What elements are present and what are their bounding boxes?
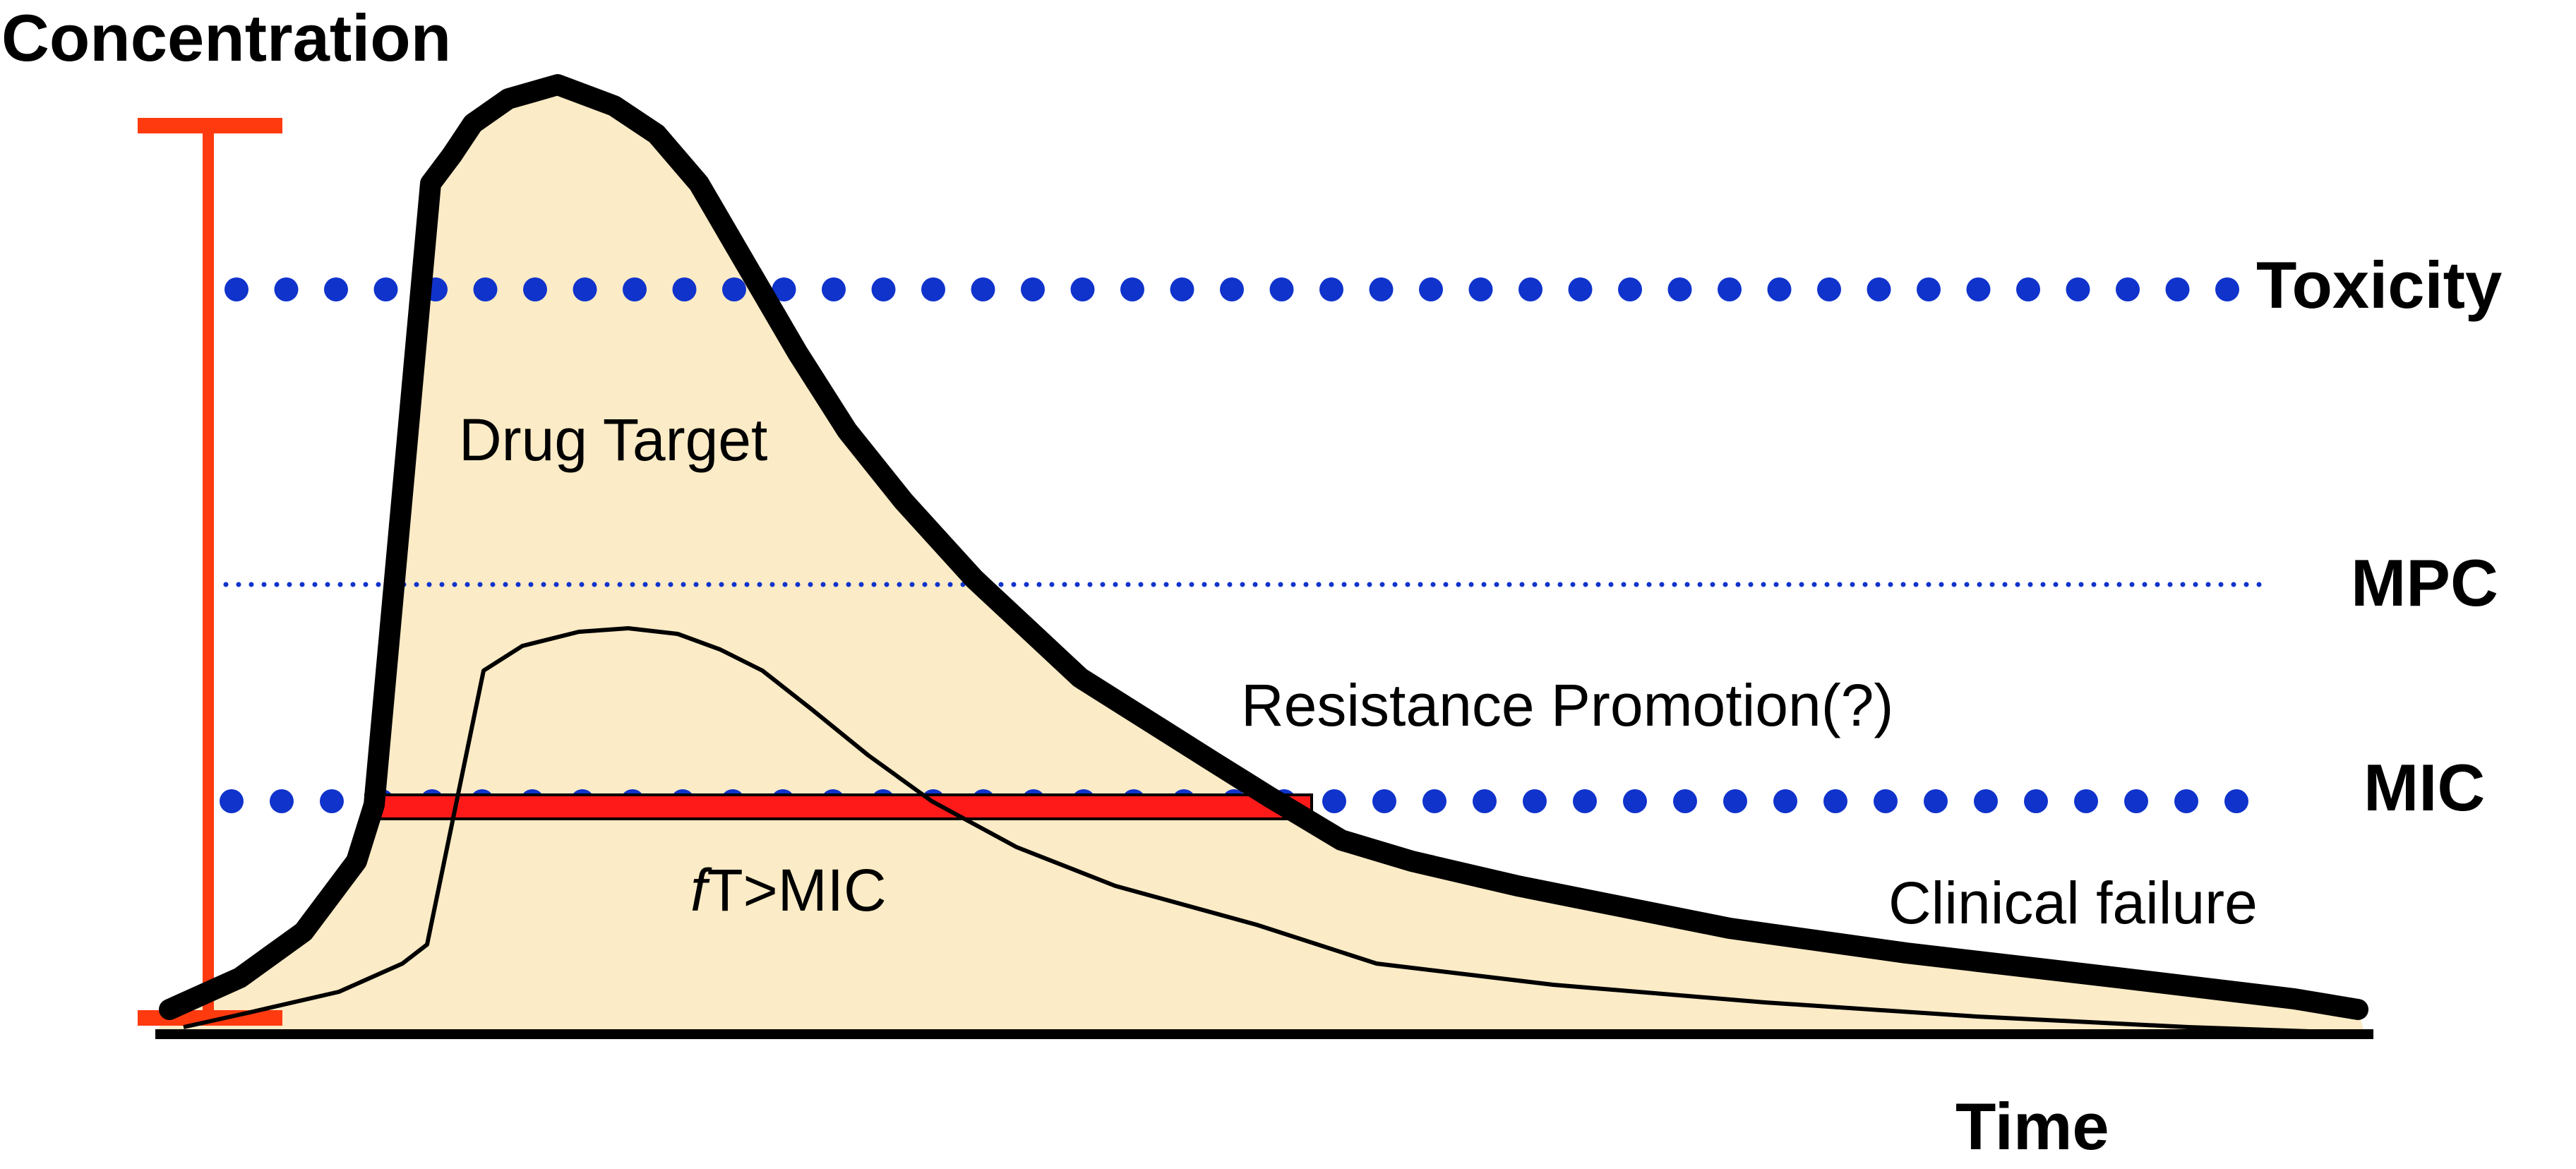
toxicity-label: Toxicity — [2256, 248, 2502, 322]
main-concentration-curve — [159, 74, 2368, 1020]
drug-target-label: Drug Target — [459, 407, 767, 473]
concentration-range-bar — [138, 118, 282, 1026]
ft-mic-bar — [364, 793, 1313, 820]
time-axis-label: Time — [1955, 1089, 2109, 1163]
ft-mic-label: fT>MIC — [690, 857, 887, 923]
free-drug-curve — [183, 626, 2330, 1034]
mpc-label: MPC — [2351, 546, 2498, 620]
clinical-failure-label: Clinical failure — [1888, 870, 2258, 936]
mic-label: MIC — [2364, 750, 2485, 825]
resistance-promotion-label: Resistance Promotion(?) — [1241, 672, 1893, 738]
concentration-axis-label: Concentration — [1, 1, 451, 75]
